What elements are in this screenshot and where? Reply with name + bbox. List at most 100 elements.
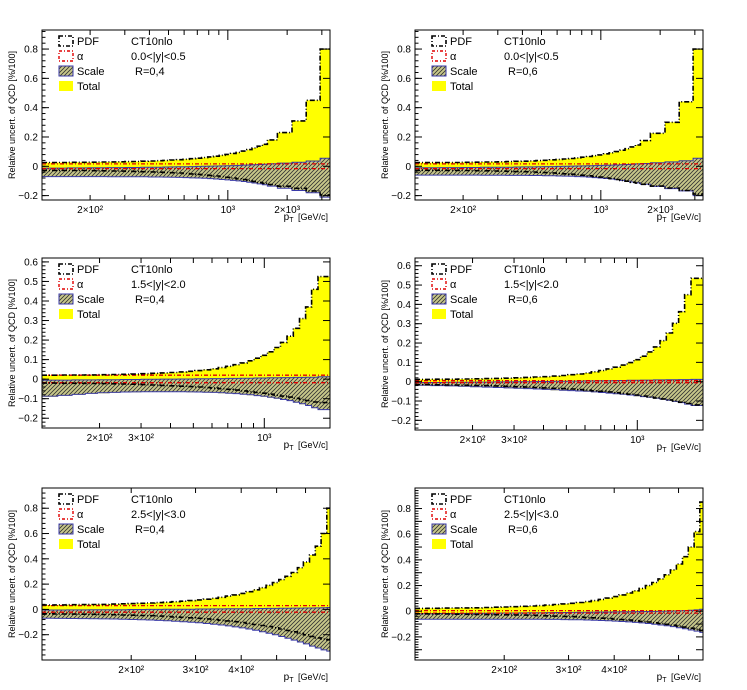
y-axis-label: Relative uncert. of QCD [%/100] [380,280,390,408]
y-tick-label: 0.2 [24,580,38,591]
y-tick-label: 0.6 [397,530,411,541]
x-tick-label: 10³ [221,205,236,216]
legend-pdf-swatch [58,35,74,47]
y-tick-label: 0.4 [24,103,38,114]
y-tick-label: 0.3 [24,316,38,327]
plot-frame [414,487,704,661]
x-axis-label-unit: [GeV/c] [295,440,328,450]
x-axis-label-subscript: T [289,217,294,224]
scale-uncertainty-band [42,607,330,652]
y-tick-label: −0.2 [18,191,38,202]
annotation-rapidity-bin: 2.5<|y|<3.0 [504,509,559,521]
x-tick-label: 2×10² [87,433,114,444]
y-tick-label: 0.3 [397,319,411,330]
y-tick-label: 0 [405,162,411,173]
x-tick-label: 10³ [630,435,645,446]
x-axis-label-subscript: T [662,677,667,684]
plot-frame [414,29,704,201]
x-tick-label: 2×10² [460,435,487,446]
y-tick-label: −0.1 [18,394,38,405]
total-uncertainty-band [42,49,330,198]
legend-pdf-swatch [431,35,447,47]
y-tick-label: 0.1 [24,355,38,366]
legend-pdf-label: PDF [450,494,472,506]
y-tick-label: 0.2 [24,132,38,143]
y-tick-label: 0.5 [24,277,38,288]
plot-frame [41,29,331,201]
legend: PDF α Scale Total [431,493,478,551]
legend-pdf-swatch [431,493,447,505]
annotation-jet-radius: R=0,6 [508,294,538,306]
pdf-uncertainty-down-line [415,383,703,406]
annotation-rapidity-bin: 1.5<|y|<2.0 [131,279,186,291]
pdf-uncertainty-up-line [415,501,703,610]
x-axis-label-symbol: p [657,672,663,683]
pdf-uncertainty-down-line [42,169,330,196]
scale-uncertainty-band [42,376,330,411]
x-axis-label-unit: [GeV/c] [668,212,701,222]
plot-area [415,501,703,633]
x-tick-label: 2×10² [491,665,518,676]
annotation-jet-radius: R=0,6 [508,66,538,78]
y-tick-label: 0.2 [397,132,411,143]
y-axis-label: Relative uncert. of QCD [%/100] [7,510,17,638]
legend-total-label: Total [77,309,100,321]
scale-uncertainty-band [42,157,330,198]
annotation-pdf-set: CT10nlo [131,264,173,276]
x-tick-label: 2×10² [118,665,145,676]
x-axis-label-subscript: T [289,677,294,684]
annotation-pdf-set: CT10nlo [504,36,546,48]
legend: PDF α Scale Total [431,263,478,321]
y-tick-label: 0.6 [397,74,411,85]
x-axis-label-symbol: p [284,440,290,451]
chart-panel-row3-left: −0.2 0 0.2 0.4 0.6 0.8 2×10² 3×10² 4×10² pT [GeV/… [7,487,331,684]
y-tick-label: 0.8 [397,504,411,515]
scale-uncertainty-band [415,157,703,197]
pdf-uncertainty-up-line [415,48,703,164]
annotation-rapidity-bin: 2.5<|y|<3.0 [131,509,186,521]
legend-scale-swatch [58,293,74,305]
legend-pdf-label: PDF [77,36,99,48]
x-tick-label: 10³ [594,205,609,216]
y-tick-label: 0.8 [24,504,38,515]
plot-area [415,277,703,406]
legend-alpha-swatch [58,278,74,290]
legend: PDF α Scale Total [58,263,105,321]
annotation-pdf-set: CT10nlo [504,264,546,276]
legend-total-swatch [59,539,73,549]
legend: PDF α Scale Total [58,493,105,551]
x-axis-label-unit: [GeV/c] [295,212,328,222]
pdf-uncertainty-down-line [415,169,703,195]
legend-pdf-label: PDF [450,36,472,48]
legend-total-label: Total [77,81,100,93]
y-tick-label: 0 [32,162,38,173]
x-tick-label: 2×10² [450,205,477,216]
y-tick-label: 0.6 [24,74,38,85]
total-uncertainty-band [415,502,703,633]
legend-scale-swatch [431,293,447,305]
x-axis-label: pT [GeV/c] [284,212,328,224]
legend-pdf-label: PDF [77,264,99,276]
y-tick-label: 0.6 [24,257,38,268]
legend-alpha-label: α [450,509,457,521]
legend-total-swatch [432,539,446,549]
x-axis-label: pT [GeV/c] [284,440,328,452]
x-tick-label: 3×10² [183,665,210,676]
y-tick-label: 0 [32,605,38,616]
legend-scale-swatch [58,65,74,77]
legend: PDF α Scale Total [431,35,478,93]
y-tick-label: 0.4 [397,300,411,311]
legend-scale-label: Scale [77,294,105,306]
legend-scale-label: Scale [77,66,105,78]
legend-scale-swatch [431,65,447,77]
pdf-uncertainty-up-line [42,275,330,376]
legend-total-swatch [59,309,73,319]
plot-area [415,48,703,197]
legend-alpha-label: α [450,279,457,291]
legend-scale-label: Scale [450,294,478,306]
x-axis-label-symbol: p [657,442,663,453]
annotation-rapidity-bin: 0.0<|y|<0.5 [131,51,186,63]
legend-alpha-label: α [77,279,84,291]
legend-total-label: Total [450,309,473,321]
